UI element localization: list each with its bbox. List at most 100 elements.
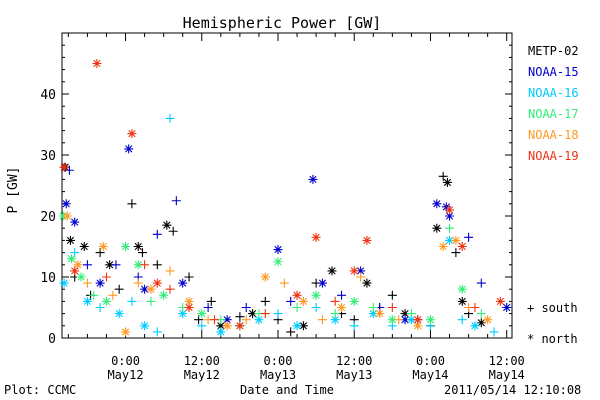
data-point xyxy=(152,278,162,288)
data-point xyxy=(197,321,207,331)
y-tick-label: 40 xyxy=(40,88,56,103)
data-point xyxy=(438,242,448,251)
data-point xyxy=(502,303,512,312)
plot-frame xyxy=(61,32,513,339)
data-point xyxy=(451,235,461,245)
y-tick-label: 0 xyxy=(48,332,56,347)
data-point xyxy=(171,196,181,206)
data-point xyxy=(311,232,321,242)
data-point xyxy=(337,303,347,312)
data-point xyxy=(298,296,308,306)
data-point xyxy=(476,318,486,328)
data-point xyxy=(159,290,169,300)
data-point xyxy=(451,248,461,258)
data-point xyxy=(152,327,162,337)
data-point xyxy=(184,272,194,282)
data-point xyxy=(59,162,69,172)
data-point xyxy=(73,260,83,270)
data-point xyxy=(92,59,102,68)
data-point xyxy=(298,321,308,331)
legend-entry: NOAA-16 xyxy=(528,86,579,100)
data-point xyxy=(387,290,397,300)
data-point xyxy=(152,260,162,270)
legend-entry: NOAA-17 xyxy=(528,107,579,121)
data-point xyxy=(445,211,455,221)
data-point xyxy=(82,260,92,270)
data-point xyxy=(140,321,150,331)
data-point xyxy=(317,278,327,288)
data-point xyxy=(406,315,416,325)
data-point xyxy=(400,315,410,325)
data-point xyxy=(260,272,270,282)
data-point xyxy=(362,278,372,288)
data-point xyxy=(133,242,143,251)
data-point xyxy=(470,321,480,331)
data-point xyxy=(127,296,137,306)
data-point xyxy=(114,284,124,294)
data-point xyxy=(254,315,264,325)
data-point xyxy=(273,245,283,255)
data-point xyxy=(489,327,499,337)
data-point xyxy=(387,303,397,312)
data-point xyxy=(362,235,372,245)
data-point xyxy=(105,260,115,270)
data-point xyxy=(162,220,172,230)
data-point xyxy=(375,309,385,319)
data-point xyxy=(184,296,194,306)
data-point xyxy=(308,174,318,184)
data-points xyxy=(58,59,512,337)
data-point xyxy=(235,321,245,331)
x-tick-label-date: May13 xyxy=(260,368,296,382)
data-point xyxy=(178,278,188,288)
data-point xyxy=(95,303,105,312)
data-point xyxy=(152,229,162,239)
data-point xyxy=(349,296,359,306)
x-tick-label-time: 0:00 xyxy=(111,354,140,368)
data-point xyxy=(197,309,207,319)
x-tick-label-date: May13 xyxy=(336,368,372,382)
data-point xyxy=(457,296,467,306)
data-point xyxy=(67,254,77,264)
data-point xyxy=(445,223,455,233)
data-point xyxy=(495,296,505,306)
data-point xyxy=(235,312,245,322)
data-point xyxy=(432,199,442,209)
data-point xyxy=(165,284,175,294)
data-point xyxy=(82,278,92,288)
data-point xyxy=(146,296,156,306)
data-point xyxy=(165,266,175,276)
data-point xyxy=(356,272,366,282)
data-point xyxy=(82,296,92,306)
legend-entry: NOAA-15 xyxy=(528,65,579,79)
data-point xyxy=(184,303,194,312)
data-point xyxy=(368,309,378,319)
data-point xyxy=(406,309,416,319)
data-point xyxy=(432,223,442,233)
data-point xyxy=(65,235,75,245)
data-point xyxy=(61,199,71,209)
data-point xyxy=(438,171,448,181)
data-point xyxy=(108,290,118,300)
data-point xyxy=(356,266,366,276)
data-point xyxy=(241,303,251,312)
x-axis-label: Date and Time xyxy=(240,383,334,397)
data-point xyxy=(127,199,137,209)
data-point xyxy=(327,266,337,276)
data-point xyxy=(413,321,423,331)
data-point xyxy=(457,315,467,325)
data-point xyxy=(165,113,175,123)
data-point xyxy=(121,242,131,251)
legend-entry: NOAA-18 xyxy=(528,128,579,142)
data-point xyxy=(101,296,111,306)
data-point xyxy=(89,290,99,300)
x-tick-label-time: 12:00 xyxy=(336,354,372,368)
data-point xyxy=(140,284,150,294)
data-point xyxy=(111,260,121,270)
data-point xyxy=(216,327,226,337)
data-point xyxy=(394,315,404,325)
x-tick-label-time: 12:00 xyxy=(489,354,525,368)
data-point xyxy=(127,129,137,139)
legend-south-symbol: + south xyxy=(527,301,578,315)
data-point xyxy=(286,296,296,306)
data-point xyxy=(206,296,216,306)
